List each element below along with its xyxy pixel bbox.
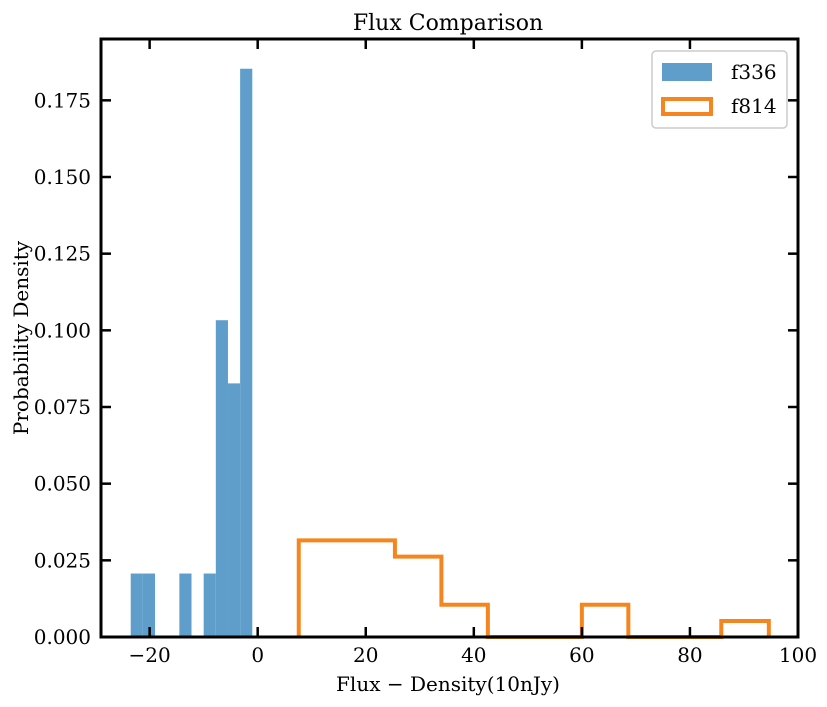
y-tick-label: 0.075 [34, 395, 91, 419]
y-tick-label: 0.100 [34, 318, 91, 342]
chart-title: Flux Comparison [353, 11, 543, 36]
legend-swatch-f336 [662, 63, 712, 81]
y-tick-label: 0.125 [34, 242, 91, 266]
y-axis: 0.000 0.025 0.050 0.075 0.100 0.125 0.150 0.175 [34, 88, 798, 649]
plot-area [130, 68, 771, 639]
x-tick-label: −20 [129, 643, 171, 667]
x-tick-label: 100 [779, 643, 817, 667]
x-axis-title: Flux − Density(10nJy) [336, 672, 560, 696]
step-line-f814 [296, 538, 771, 639]
x-tick-label: 0 [251, 643, 264, 667]
legend-swatch-f814 [661, 97, 713, 116]
histogram-bar-f336-6 [203, 573, 216, 637]
histogram-bar-f336-9 [240, 68, 253, 638]
histogram-bar-f336-7 [215, 320, 228, 637]
x-tick-label: 60 [569, 643, 594, 667]
legend: f336 f814 [651, 50, 788, 129]
x-tick-label: 40 [461, 643, 486, 667]
y-tick-label: 0.025 [34, 548, 91, 572]
y-tick-label: 0.000 [34, 625, 91, 649]
x-tick-label: 80 [677, 643, 702, 667]
y-tick-label: 0.175 [34, 88, 91, 112]
x-axis: −20 0 20 40 60 80 100 [129, 39, 817, 667]
y-tick-label: 0.050 [34, 472, 91, 496]
plot-frame [99, 37, 800, 639]
legend-label-f336: f336 [731, 60, 777, 84]
histogram-bar-f336-4 [179, 573, 192, 637]
legend-label-f814: f814 [731, 94, 777, 118]
histogram-bar-f336-8 [227, 383, 241, 637]
histogram-bar-f336-0 [130, 573, 143, 637]
histogram-bar-f336-1 [142, 573, 156, 637]
y-axis-title: Probability Density [9, 240, 33, 435]
y-tick-label: 0.150 [34, 165, 91, 189]
x-tick-label: 20 [353, 643, 378, 667]
